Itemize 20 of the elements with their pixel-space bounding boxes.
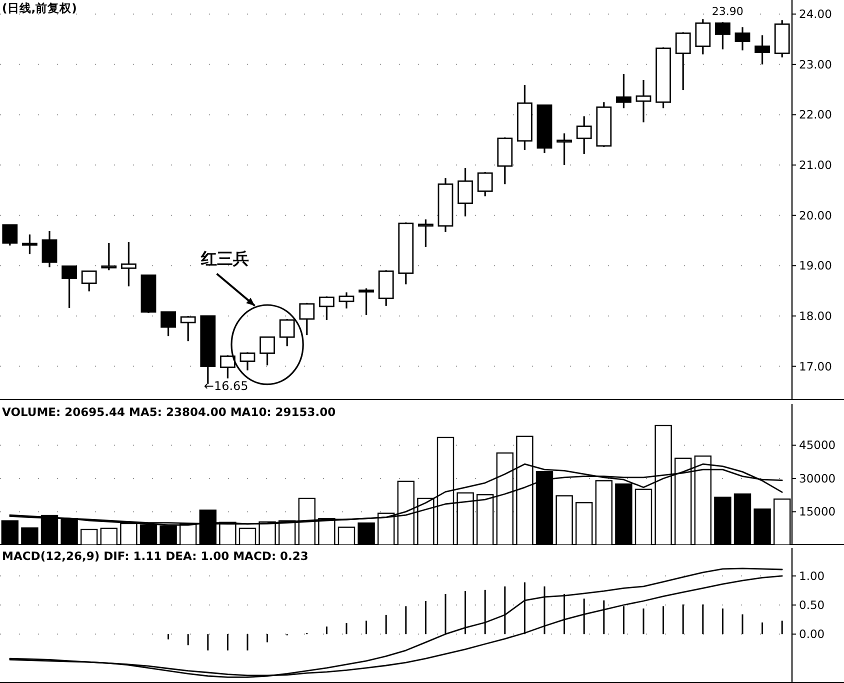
- chart-title: VOLUME: 20695.44 MA5: 23804.00 MA10: 29153.00: [2, 405, 336, 419]
- y-tick-label: 22.00: [799, 108, 832, 122]
- y-tick-label: 17.00: [799, 359, 832, 374]
- y-tick-label: 21.00: [799, 158, 832, 172]
- annotation: 23.90: [712, 5, 744, 18]
- y-tick-label: 0.50: [799, 598, 825, 612]
- chart-title: (日线,前复权): [2, 1, 77, 15]
- y-tick-label: 19.00: [799, 258, 832, 273]
- y-tick-label: 45000: [799, 438, 836, 452]
- y-tick-label: 23.00: [799, 57, 832, 72]
- y-tick-label: 24.00: [799, 7, 832, 22]
- y-tick-label: 20.00: [799, 208, 832, 222]
- chart-title: MACD(12,26,9) DIF: 1.11 DEA: 1.00 MACD: 0.23: [2, 549, 308, 563]
- y-tick-label: 30000: [799, 471, 836, 486]
- y-tick-label: 15000: [799, 504, 836, 519]
- y-tick-label: 18.00: [799, 308, 832, 323]
- y-tick-label: 0.00: [799, 627, 825, 642]
- annotation: 红三兵: [200, 248, 249, 268]
- y-tick-label: 1.00: [799, 568, 825, 583]
- annotation: ←16.65: [204, 378, 248, 393]
